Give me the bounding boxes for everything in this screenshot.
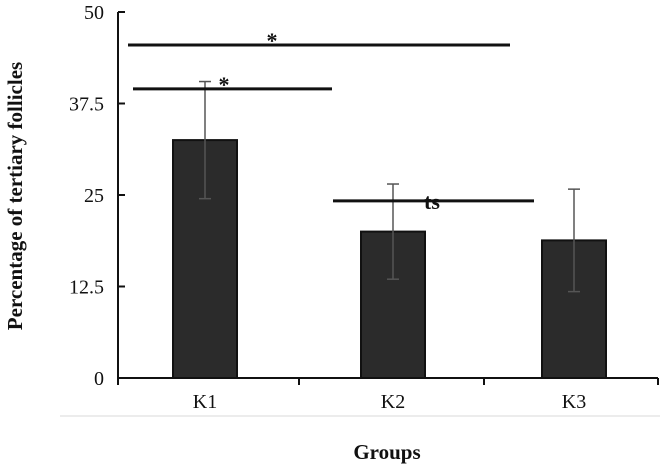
y-tick-label: 0 <box>94 368 104 390</box>
y-axis-title: Percentage of tertiary follicles <box>3 62 27 330</box>
significance-label: * <box>219 72 230 97</box>
y-tick-label: 50 <box>84 2 104 24</box>
x-tick-label: K3 <box>562 391 586 413</box>
y-tick-label: 37.5 <box>69 94 104 116</box>
y-tick-label: 25 <box>84 185 104 207</box>
chart-marks: 0 12.5 25 37.5 50 K1 K2 K3 * * ts <box>60 2 660 417</box>
x-tick-label: K2 <box>381 391 405 413</box>
y-tick-label: 12.5 <box>69 277 104 299</box>
x-tick-label: K1 <box>193 391 217 413</box>
x-axis-title: Groups <box>353 440 420 464</box>
significance-label: ts <box>424 189 440 214</box>
significance-label: * <box>267 28 278 53</box>
